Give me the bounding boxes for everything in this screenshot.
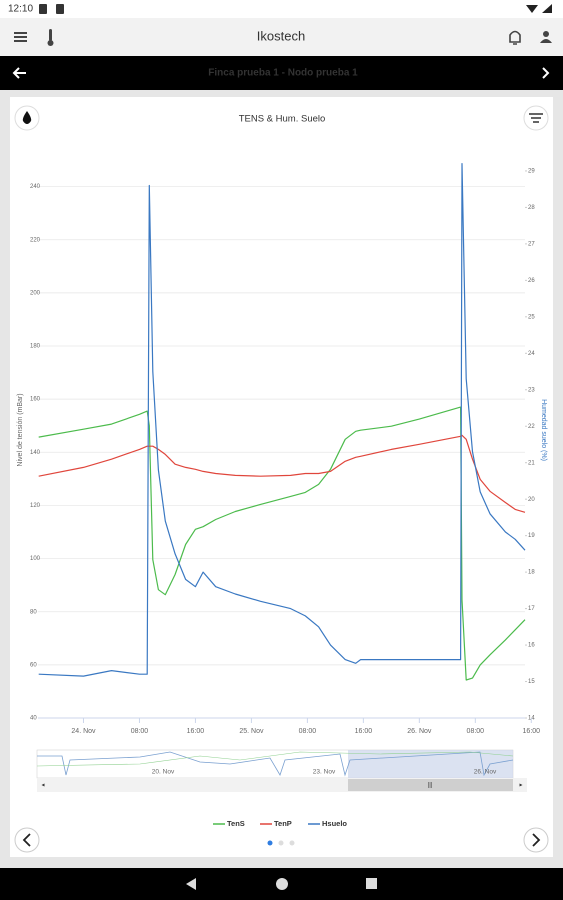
y2-tick-label: 23 <box>528 387 535 393</box>
scroll-right[interactable]: ▸ <box>519 783 522 789</box>
y2-tick-label: 15 <box>528 679 535 685</box>
status-icon <box>39 4 47 14</box>
chart-card <box>10 97 553 857</box>
y-tick-label: 60 <box>30 662 37 668</box>
y2-tick-label: 26 <box>528 278 535 284</box>
y-tick-label: 40 <box>30 716 37 722</box>
nav-home[interactable] <box>276 878 288 890</box>
y-axis-label: Nivel de tensión (mBar) <box>17 393 24 466</box>
y-tick-label: 200 <box>30 290 41 296</box>
drop-icon <box>22 111 32 124</box>
menu-button[interactable] <box>14 32 27 42</box>
y2-tick-label: 21 <box>528 460 535 466</box>
series-line <box>38 434 526 513</box>
y-tick-label: 180 <box>30 344 41 350</box>
navigator-label: 20. Nov <box>152 769 175 776</box>
y-tick-label: 240 <box>30 184 41 190</box>
wifi-icon <box>526 5 538 13</box>
app-bar <box>0 18 563 56</box>
x-tick-label: 16:00 <box>355 728 373 735</box>
series-line <box>38 406 526 681</box>
legend-label: TenS <box>227 819 245 828</box>
scrollbar-thumb[interactable] <box>348 779 513 791</box>
scroll-left[interactable]: ◂ <box>41 783 44 789</box>
y-tick-label: 100 <box>30 556 41 562</box>
y-tick-label: 140 <box>30 450 41 456</box>
nav-recents[interactable] <box>366 878 377 889</box>
x-tick-label: 16:00 <box>523 728 541 735</box>
x-tick-label: 08:00 <box>467 728 485 735</box>
chart-title: TENS & Hum. Suelo <box>239 114 326 125</box>
y2-tick-label: 24 <box>528 351 535 357</box>
y2-tick-label: 27 <box>528 241 535 247</box>
navigator-label: 26. Nov <box>474 769 497 776</box>
status-bar <box>0 0 563 18</box>
app-title: Ikostech <box>257 28 305 43</box>
x-tick-label: 08:00 <box>299 728 317 735</box>
next-node-button[interactable] <box>542 67 550 79</box>
status-icon <box>56 4 64 14</box>
y2-tick-label: 28 <box>528 205 535 211</box>
x-tick-label: 08:00 <box>131 728 149 735</box>
y-tick-label: 160 <box>30 397 41 403</box>
arrow-icon <box>532 833 541 847</box>
sub-bar <box>0 56 563 90</box>
y2-tick-label: 29 <box>528 169 535 175</box>
previous-chart-button[interactable] <box>14 827 40 853</box>
y-tick-label: 80 <box>30 609 37 615</box>
legend-item[interactable]: TenP <box>260 819 292 828</box>
y2-tick-label: 17 <box>528 606 535 612</box>
nav-back[interactable] <box>186 878 196 890</box>
node-title: Finca prueba 1 - Nodo prueba 1 <box>208 68 358 79</box>
y2-tick-label: 22 <box>528 424 535 430</box>
page-dot[interactable] <box>289 840 295 846</box>
x-tick-label: 24. Nov <box>71 728 96 735</box>
page-dot[interactable] <box>278 840 284 846</box>
x-tick-label: 16:00 <box>187 728 205 735</box>
navigator-label: 23. Nov <box>313 769 336 776</box>
signal-icon <box>542 4 552 13</box>
y2-axis-label: Humedad suelo (%) <box>540 399 547 461</box>
filter-icon <box>529 113 543 123</box>
legend-item[interactable]: Hsuelo <box>308 819 347 828</box>
y2-tick-label: 16 <box>528 643 535 649</box>
page-dot[interactable] <box>267 840 273 846</box>
legend-label: Hsuelo <box>322 819 347 828</box>
legend-label: TenP <box>274 819 292 828</box>
x-tick-label: 26. Nov <box>407 728 432 735</box>
thermometer-button[interactable] <box>47 29 54 46</box>
legend-item[interactable]: TenS <box>213 819 245 828</box>
next-chart-button[interactable] <box>523 827 549 853</box>
y-tick-label: 120 <box>30 503 41 509</box>
y2-tick-label: 19 <box>528 533 535 539</box>
status-time: 12:10 <box>8 4 33 15</box>
x-tick-label: 25. Nov <box>239 728 264 735</box>
y-tick-label: 220 <box>30 237 41 243</box>
navigator-series <box>36 751 514 767</box>
series-line <box>38 163 526 677</box>
account-button[interactable] <box>540 31 552 43</box>
notifications-button[interactable] <box>509 30 521 45</box>
arrow-icon <box>22 833 31 847</box>
scroll-handle[interactable]: ||| <box>428 783 433 789</box>
navigator-series <box>37 751 514 777</box>
y2-tick-label: 18 <box>528 570 535 576</box>
y2-tick-label: 25 <box>528 314 535 320</box>
back-button[interactable] <box>12 67 26 79</box>
y2-tick-label: 20 <box>528 497 535 503</box>
